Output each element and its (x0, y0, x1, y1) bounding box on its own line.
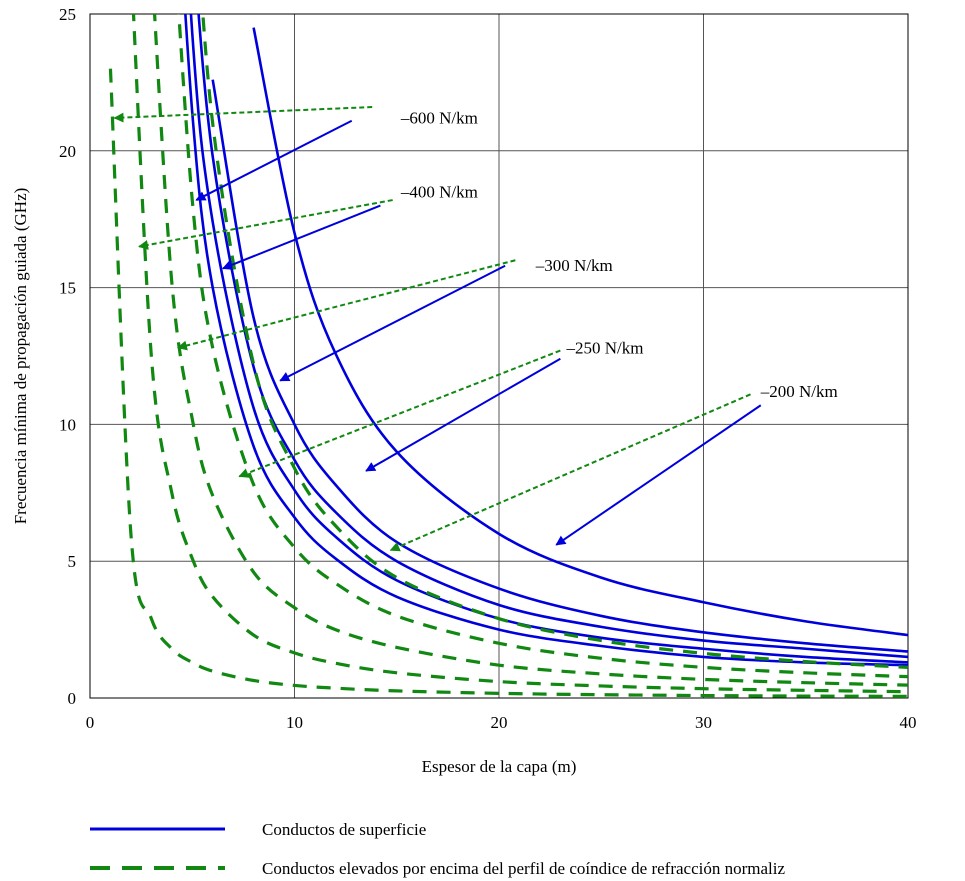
annotation-arrow-elevated (138, 199, 393, 250)
elevated-duct-line-6 (131, 14, 908, 694)
y-tick-label: 0 (68, 689, 77, 708)
y-tick-label: 25 (59, 5, 76, 24)
x-tick-label: 40 (900, 713, 917, 732)
x-tick-label: 10 (286, 713, 303, 732)
grid (90, 14, 908, 698)
y-tick-label: 20 (59, 142, 76, 161)
elevated-duct-line-5 (108, 68, 908, 698)
annotations: –600 N/km –400 N/km –300 N/km –250 N/km –200… (113, 106, 838, 552)
x-tick-label: 30 (695, 713, 712, 732)
x-tick-label: 0 (86, 713, 95, 732)
surface-duct-line-4 (252, 27, 908, 637)
y-tick-label: 5 (68, 552, 77, 571)
elevated-duct-line-7 (152, 14, 908, 687)
y-tick-label: 15 (59, 279, 76, 298)
x-tick-label: 20 (491, 713, 508, 732)
elevated-duct-line-9 (201, 14, 908, 669)
annotation-label: –600 N/km (400, 108, 478, 127)
annotation-arrow-surface (195, 119, 353, 201)
annotation-arrow-elevated (389, 393, 751, 552)
annotation-label: –200 N/km (760, 382, 838, 401)
annotation-label: –250 N/km (565, 338, 643, 357)
annotation-arrow-surface (279, 264, 506, 382)
surface-duct-line-2 (197, 14, 908, 659)
surface-duct-line-3 (211, 79, 908, 653)
legend-label-surface: Conductos de superficie (262, 820, 426, 839)
annotation-arrow-elevated (113, 106, 373, 123)
x-axis-label: Espesor de la capa (m) (422, 757, 577, 776)
series-lines (108, 14, 908, 698)
annotation-arrow-surface (365, 357, 561, 472)
elevated-duct-line-8 (177, 14, 908, 679)
annotation-arrow-elevated (238, 349, 561, 478)
annotation-arrow-surface (221, 204, 381, 270)
annotation-arrow-elevated (176, 259, 516, 351)
y-axis-label: Frecuencia mínima de propagación guiada … (11, 188, 30, 525)
tick-labels: 0 10 20 30 40 0 5 10 15 20 25 (59, 5, 917, 732)
plot-frame (89, 13, 909, 699)
legend-label-elevated: Conductos elevados por encima del perfil… (262, 859, 785, 878)
surface-duct-line-1 (189, 14, 908, 664)
annotation-label: –300 N/km (535, 256, 613, 275)
legend: Conductos de superficie Conductos elevad… (90, 820, 785, 878)
annotation-label: –400 N/km (400, 182, 478, 201)
annotation-arrow-surface (555, 404, 762, 546)
y-tick-label: 10 (59, 415, 76, 434)
surface-duct-line-0 (184, 14, 908, 667)
